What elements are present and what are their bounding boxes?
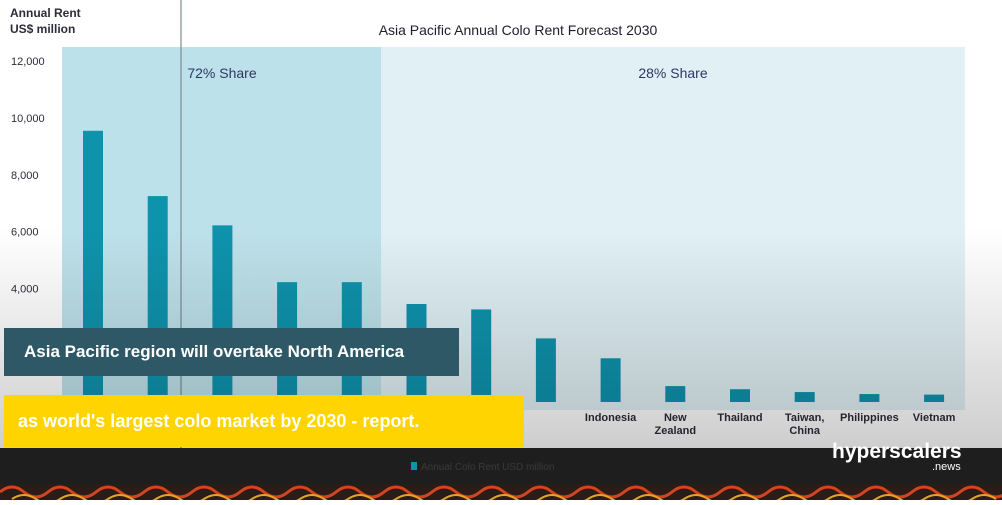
y-tick-label: 10,000 [11, 113, 45, 125]
y-tick-label: 8,000 [11, 170, 39, 182]
headline-caption-line2: as world's largest colo market by 2030 -… [4, 395, 524, 447]
y-axis-label-line1: Annual Rent [10, 6, 81, 20]
chart-title: Asia Pacific Annual Colo Rent Forecast 2… [379, 22, 658, 38]
legend-label: Annual Colo Rent USD million [421, 462, 554, 473]
footer-pattern [0, 484, 1002, 504]
y-tick-label: 12,000 [11, 56, 45, 68]
share-label-right: 28% Share [638, 65, 707, 81]
legend: Annual Colo Rent USD million [411, 462, 554, 473]
share-label-left: 72% Share [187, 65, 256, 81]
brand-logo-suffix: .news [932, 461, 961, 473]
legend-swatch [411, 462, 417, 470]
headline-caption-line1: Asia Pacific region will overtake North … [4, 328, 459, 376]
brand-logo: hyperscalers [832, 440, 962, 463]
y-axis-label-line2: US$ million [10, 22, 75, 36]
